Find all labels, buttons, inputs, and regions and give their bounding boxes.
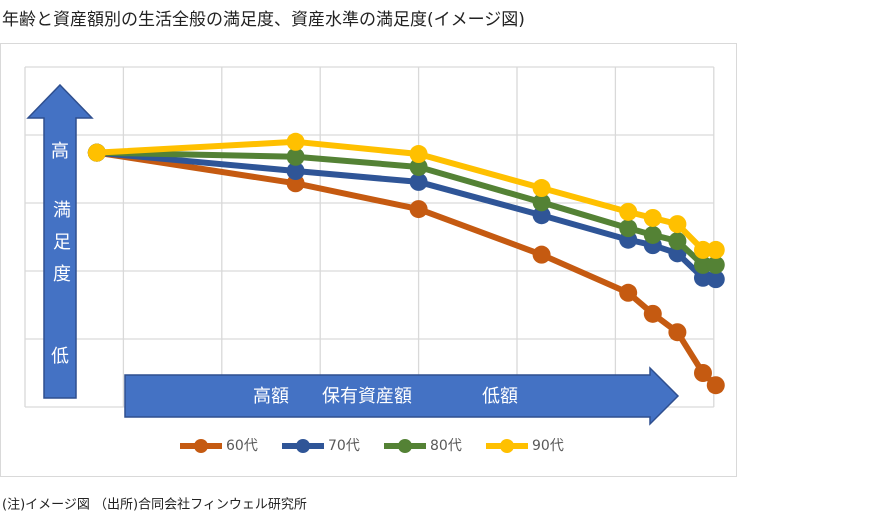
data-point [643,225,662,244]
y-arrow [26,83,94,399]
data-point [409,172,428,191]
legend-label: 70代 [328,438,360,454]
data-point [668,232,687,251]
x-label-low: 低額 [482,386,518,407]
legend-label: 80代 [430,438,462,454]
data-point [532,206,551,225]
data-point [619,283,638,302]
data-point [286,147,305,166]
data-point [409,200,428,219]
data-point [693,364,712,382]
legend-marker [194,439,208,453]
data-point [706,255,725,274]
data-point [643,304,662,323]
data-point [693,255,712,274]
data-point [619,219,638,238]
data-point [286,162,305,181]
y-label-low: 低 [51,346,69,367]
y-label: 満足度 [50,200,71,296]
legend-label: 60代 [226,438,258,454]
data-point [409,145,428,164]
x-label: 保有資産額 [322,386,412,407]
chart-title: 年齢と資産額別の生活全般の満足度、資産水準の満足度(イメージ図) [2,10,525,30]
legend-marker [500,439,514,453]
data-point [693,240,712,259]
legend-marker [398,439,412,453]
x-label-high: 高額 [253,386,289,407]
data-point [619,202,638,221]
legend-label: 90代 [532,438,564,454]
data-point [409,157,428,176]
data-point [643,208,662,227]
legend-marker [296,439,310,453]
data-point [668,215,687,234]
data-point [286,132,305,151]
data-point [668,323,687,342]
data-point [706,240,725,259]
x-arrow [124,366,680,426]
data-point [532,245,551,264]
data-point [706,270,725,289]
data-point [532,193,551,212]
data-point [532,179,551,198]
y-label-high: 高 [51,141,69,162]
data-point [87,143,106,162]
source-note: (注)イメージ図 （出所)合同会社フィンウェル研究所 [2,497,307,513]
data-point [706,376,725,395]
